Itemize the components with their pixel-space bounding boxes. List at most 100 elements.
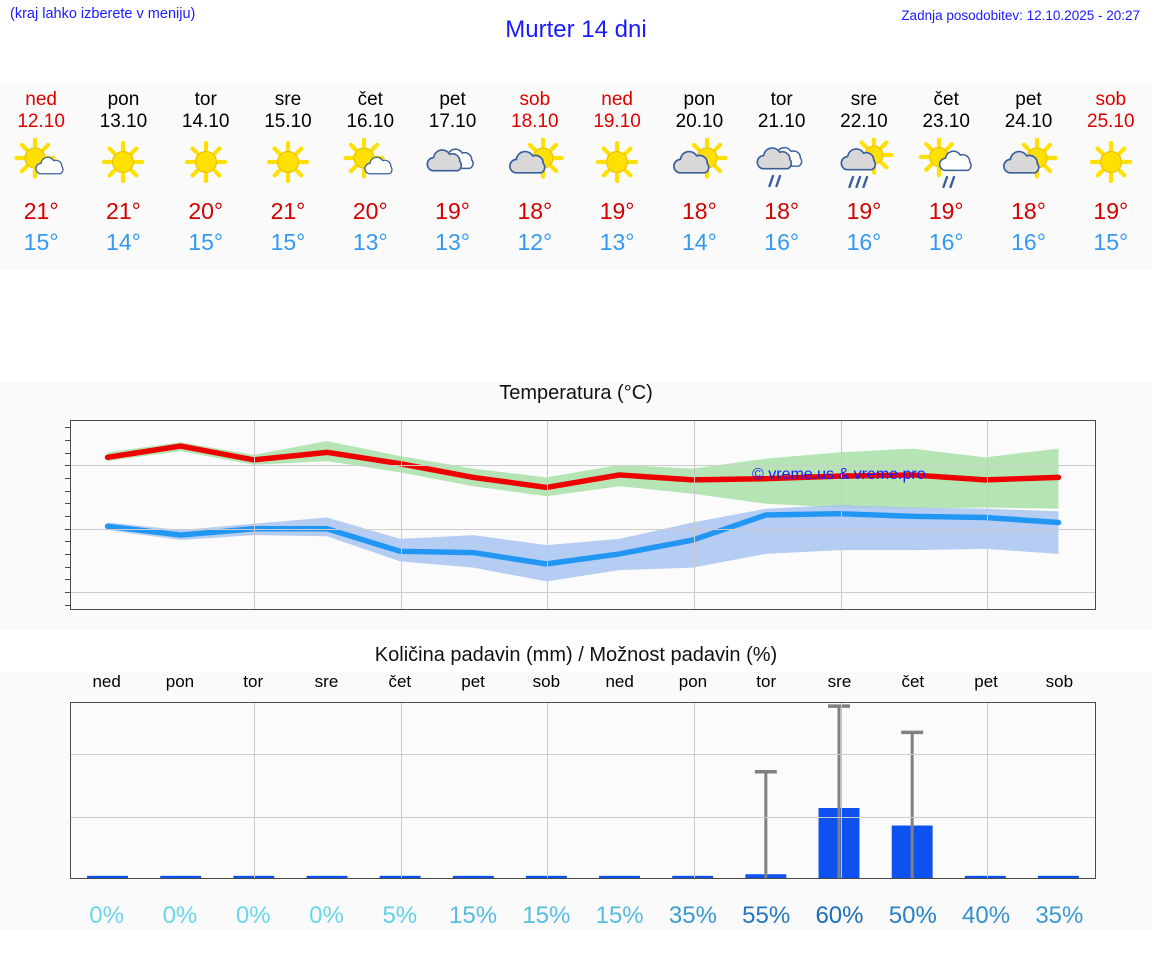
y-axis-tick-mark — [65, 516, 71, 517]
day-max-temperature: 19° — [928, 198, 964, 224]
gridline-vertical — [840, 703, 842, 878]
precip-day-label: pet — [974, 672, 998, 691]
day-min-temperature: 15° — [1093, 229, 1129, 255]
y-axis-tick-mark — [65, 554, 71, 555]
gridline-vertical — [254, 703, 256, 878]
y-axis-tick-mark — [65, 604, 71, 606]
day-min-temperature: 13° — [352, 229, 388, 255]
gridline-vertical — [693, 703, 695, 878]
cloud-icon — [422, 138, 484, 188]
day-max-temperature: 21° — [23, 198, 59, 224]
gridline-vertical — [254, 421, 256, 609]
day-of-week-label: čet — [933, 89, 959, 110]
cloud-sun-icon — [504, 137, 566, 188]
forecast-day-cell[interactable]: sre 22.10 19° 16° — [823, 84, 905, 270]
day-min-temperature: 16° — [928, 229, 964, 255]
day-of-week-label: sob — [519, 89, 551, 110]
day-of-week-label: ned — [601, 89, 633, 110]
day-min-temperature: 12° — [517, 229, 553, 255]
precipitation-probability-label: 35% — [1035, 902, 1084, 929]
forecast-day-cell[interactable]: čet 23.10 19° 16° — [905, 84, 987, 270]
forecast-day-cell[interactable]: pon 13.10 21° 14° — [82, 84, 164, 270]
forecast-day-cell[interactable]: tor 14.10 20° 15° — [165, 84, 247, 270]
precipitation-probability-label: 0% — [309, 902, 344, 929]
day-date-label: 13.10 — [99, 111, 148, 132]
day-date-label: 17.10 — [428, 111, 477, 132]
forecast-day-cell[interactable]: ned 12.10 21° 15° — [0, 84, 82, 270]
page-header: (kraj lahko izberete v meniju) Murter 14… — [0, 0, 1152, 62]
precipitation-chart-panel: Količina padavin (mm) / Možnost padavin … — [0, 644, 1152, 930]
precip-day-label: sob — [532, 672, 561, 691]
day-min-temperature: 15° — [23, 229, 59, 255]
day-of-week-label: sre — [850, 89, 878, 110]
gridline-horizontal — [71, 592, 1095, 593]
precip-day-label: sre — [314, 672, 339, 691]
y-axis-tick-mark — [65, 478, 71, 479]
forecast-day-cell[interactable]: pet 24.10 18° 16° — [987, 84, 1069, 270]
day-date-label: 15.10 — [264, 111, 312, 132]
forecast-day-cell[interactable]: pet 17.10 19° 13° — [411, 84, 493, 270]
forecast-day-cell[interactable]: sob 25.10 19° 15° — [1070, 84, 1152, 270]
day-max-temperature: 19° — [599, 198, 635, 224]
precip-day-label: sob — [1045, 672, 1074, 691]
forecast-day-cell[interactable]: tor 21.10 18° 16° — [741, 84, 823, 270]
day-date-label: 23.10 — [922, 111, 970, 132]
copyright-watermark: © vreme.us & vreme.pro — [752, 466, 926, 483]
precipitation-probability-label: 50% — [888, 902, 937, 929]
precipitation-probability-label: 35% — [668, 902, 717, 929]
day-of-week-label: pet — [1015, 89, 1042, 110]
day-of-week-label: pon — [683, 89, 716, 110]
day-date-label: 18.10 — [511, 111, 559, 132]
sun-cloud-icon — [339, 137, 401, 188]
precipitation-probability-label: 5% — [382, 902, 418, 929]
day-date-label: 19.10 — [593, 111, 641, 132]
day-of-week-label: sre — [274, 89, 302, 110]
sun-icon — [92, 138, 154, 188]
precip-day-label: pon — [678, 672, 708, 691]
day-max-temperature: 19° — [1093, 198, 1129, 224]
day-date-label: 14.10 — [181, 111, 230, 132]
forecast-day-cell[interactable]: čet 16.10 20° 13° — [329, 84, 411, 270]
day-max-temperature: 18° — [764, 198, 800, 224]
precip-day-label: tor — [243, 672, 264, 691]
gridline-horizontal — [71, 753, 1095, 755]
sun-icon — [586, 138, 648, 188]
day-min-temperature: 14° — [682, 229, 717, 255]
day-date-label: 21.10 — [757, 111, 806, 132]
cloud-sun-rain-icon — [833, 135, 895, 189]
day-max-temperature: 19° — [435, 198, 470, 224]
precip-day-label: pet — [461, 672, 485, 691]
day-max-temperature: 20° — [352, 198, 388, 224]
forecast-day-cell[interactable]: sre 15.10 21° 15° — [247, 84, 329, 270]
precip-day-label: sre — [827, 672, 852, 691]
day-min-temperature: 15° — [270, 229, 306, 255]
forecast-day-cell[interactable]: ned 19.10 19° 13° — [576, 84, 658, 270]
gridline-vertical — [547, 703, 549, 878]
sun-icon — [257, 138, 319, 188]
day-date-label: 12.10 — [17, 111, 65, 132]
precip-day-label: ned — [605, 672, 634, 691]
precip-day-label: ned — [92, 672, 121, 691]
y-axis-tick-mark — [65, 427, 71, 429]
day-min-temperature: 16° — [1011, 229, 1046, 255]
precipitation-probability-label: 15% — [522, 902, 571, 929]
cloud-rain-icon — [751, 138, 813, 188]
day-of-week-label: sob — [1095, 89, 1127, 110]
precipitation-probability-label: 60% — [815, 902, 864, 929]
gridline-vertical — [547, 421, 549, 609]
precip-day-label: pon — [165, 672, 195, 691]
day-date-label: 16.10 — [346, 111, 395, 132]
day-min-temperature: 13° — [599, 229, 635, 255]
day-min-temperature: 15° — [188, 229, 224, 255]
day-min-temperature: 16° — [846, 229, 882, 255]
forecast-day-cell[interactable]: pon 20.10 18° 14° — [658, 84, 740, 270]
forecast-day-cell[interactable]: sob 18.10 18° 12° — [494, 84, 576, 270]
temperature-plot-area — [65, 420, 1096, 610]
temperature-chart-panel: Temperatura (°C) 101520 — [0, 382, 1152, 630]
sun-icon — [175, 138, 237, 188]
day-date-label: 24.10 — [1004, 111, 1053, 132]
day-date-label: 22.10 — [840, 111, 888, 132]
page-title: Murter 14 dni — [505, 16, 647, 43]
day-max-temperature: 20° — [188, 198, 224, 224]
y-axis-tick-mark — [65, 528, 71, 530]
